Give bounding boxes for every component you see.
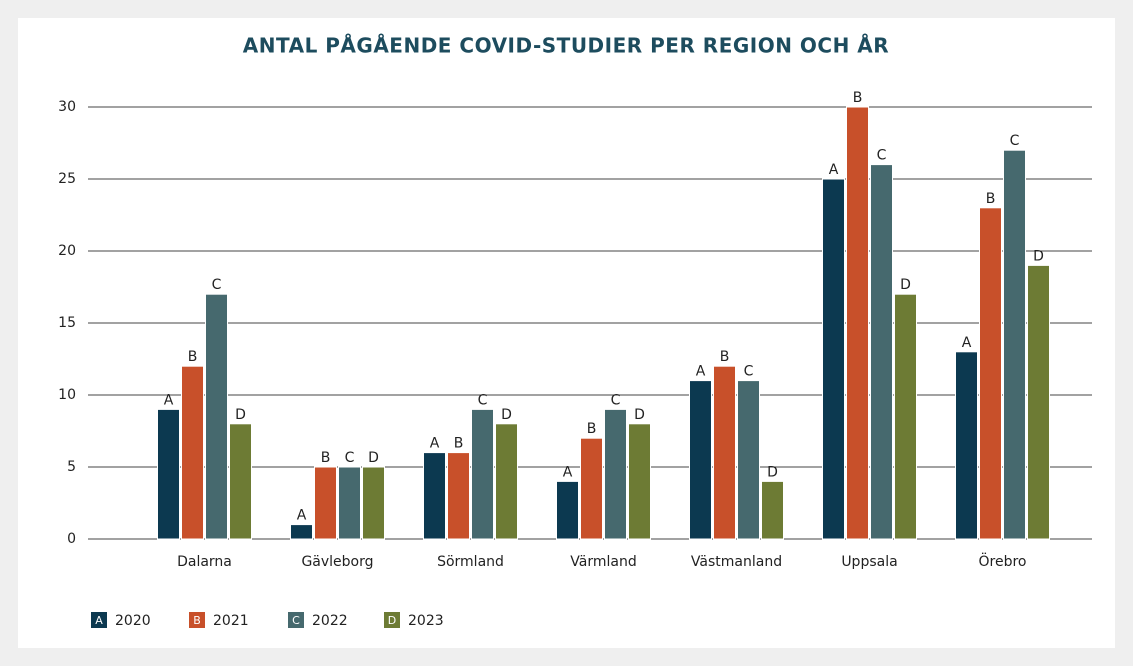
bar (362, 466, 385, 540)
data-label: A (829, 162, 839, 178)
x-tick-label: Örebro (979, 552, 1027, 570)
legend-letter: D (388, 614, 396, 627)
bar (894, 293, 917, 540)
bar (713, 365, 736, 540)
data-label: A (696, 364, 706, 380)
data-label: B (454, 436, 464, 452)
legend-swatch (288, 612, 304, 628)
bar (290, 524, 313, 540)
bar (471, 408, 494, 540)
bar (580, 437, 603, 540)
data-label: A (962, 335, 972, 351)
bar (205, 293, 228, 540)
bar (157, 408, 180, 540)
bar (628, 423, 651, 540)
x-tick-label: Gävleborg (301, 554, 373, 570)
data-label: D (501, 407, 512, 423)
data-label: D (1033, 248, 1044, 264)
bar (822, 178, 845, 540)
x-tick-label: Värmland (570, 554, 636, 570)
bar (556, 480, 579, 540)
y-tick-label: 0 (67, 531, 76, 547)
y-tick-label: 10 (58, 387, 76, 403)
bar (689, 380, 712, 540)
data-label: D (634, 407, 645, 423)
bar (604, 408, 627, 540)
legend-swatch (91, 612, 107, 628)
data-label: D (368, 450, 379, 466)
bar (737, 380, 760, 540)
data-label: B (188, 349, 198, 365)
data-label: A (297, 508, 307, 524)
legend-label: 2023 (408, 613, 444, 629)
legend-label: 2022 (312, 613, 348, 629)
data-label: A (164, 392, 174, 408)
legend-letter: A (95, 614, 103, 627)
data-label: C (877, 148, 887, 164)
bar (495, 423, 518, 540)
data-label: C (345, 450, 355, 466)
bar (1027, 264, 1050, 540)
y-tick-label: 15 (58, 315, 76, 331)
legend-swatch (384, 612, 400, 628)
x-tick-label: Sörmland (437, 554, 504, 570)
bar (338, 466, 361, 540)
data-label: B (720, 349, 730, 365)
data-label: B (587, 421, 597, 437)
y-tick-label: 25 (58, 171, 76, 187)
data-label: D (900, 277, 911, 293)
data-label: C (212, 277, 222, 293)
x-tick-label: Uppsala (841, 554, 897, 570)
data-label: C (1010, 133, 1020, 149)
bar (870, 164, 893, 540)
legend-swatch (189, 612, 205, 628)
x-tick-label: Västmanland (691, 554, 782, 570)
bar (447, 452, 470, 540)
data-label: C (744, 364, 754, 380)
bar (955, 351, 978, 540)
bar (1003, 149, 1026, 540)
legend-label: 2020 (115, 613, 151, 629)
bar (761, 480, 784, 540)
chart-title: ANTAL PÅGÅENDE COVID-STUDIER PER REGION … (243, 34, 889, 58)
data-label: B (321, 450, 331, 466)
legend-letter: B (193, 614, 201, 627)
data-label: D (767, 464, 778, 480)
bar (181, 365, 204, 540)
bar (846, 106, 869, 540)
bar (229, 423, 252, 540)
bar (423, 452, 446, 540)
data-label: C (478, 392, 488, 408)
y-tick-label: 5 (67, 459, 76, 475)
bar (314, 466, 337, 540)
legend-letter: C (292, 614, 300, 627)
legend-label: 2021 (213, 613, 249, 629)
data-label: A (563, 464, 573, 480)
panel (18, 18, 1115, 648)
data-label: A (430, 436, 440, 452)
data-label: B (853, 90, 863, 106)
x-tick-label: Dalarna (177, 554, 232, 570)
data-label: C (611, 392, 621, 408)
bar (979, 207, 1002, 540)
data-label: B (986, 191, 996, 207)
y-tick-label: 20 (58, 243, 76, 259)
y-tick-label: 30 (58, 99, 76, 115)
data-label: D (235, 407, 246, 423)
